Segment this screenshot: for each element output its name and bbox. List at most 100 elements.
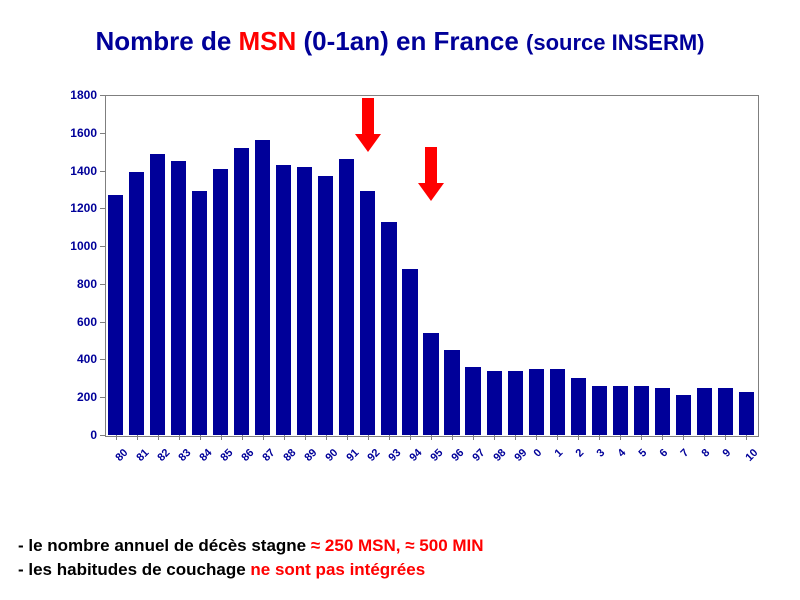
xtick-mark [515, 435, 516, 440]
bar-chart: 020040060080010001200140016001800 808182… [45, 95, 765, 475]
bar [718, 388, 733, 435]
xtick-mark [746, 435, 747, 440]
bar [676, 395, 691, 435]
bar [255, 140, 270, 435]
bar [360, 191, 375, 435]
xtick-label: 82 [155, 447, 172, 464]
xtick-label: 87 [260, 447, 277, 464]
xtick-mark [389, 435, 390, 440]
xtick-mark [473, 435, 474, 440]
xtick-mark [116, 435, 117, 440]
xtick-label: 94 [407, 447, 424, 464]
ytick-mark [100, 359, 105, 360]
xtick-mark [431, 435, 432, 440]
xtick-label: 83 [176, 447, 193, 464]
bar [655, 388, 670, 435]
bar [318, 176, 333, 435]
xtick-mark [158, 435, 159, 440]
xtick-label: 90 [323, 447, 340, 464]
title-mid: (0-1an) en France [296, 26, 526, 56]
footer-line-2: - les habitudes de couchage ne sont pas … [18, 560, 425, 580]
ytick-mark [100, 133, 105, 134]
ytick-mark [100, 208, 105, 209]
down-arrow-icon [418, 147, 444, 201]
xtick-label: 93 [386, 447, 403, 464]
footer-line2-black: - les habitudes de couchage [18, 560, 250, 579]
bar [487, 371, 502, 435]
xtick-label: 5 [637, 447, 650, 460]
footer-line1-black: - le nombre annuel de décès stagne [18, 536, 311, 555]
xtick-mark [641, 435, 642, 440]
bar [129, 172, 144, 435]
xtick-mark [725, 435, 726, 440]
xtick-label: 0 [532, 447, 545, 460]
bar [613, 386, 628, 435]
bar [213, 169, 228, 435]
bar [444, 350, 459, 435]
ytick-label: 1400 [53, 164, 97, 178]
bar [297, 167, 312, 435]
xtick-label: 81 [134, 447, 151, 464]
ytick-label: 600 [53, 315, 97, 329]
xtick-label: 80 [113, 447, 130, 464]
ytick-label: 1600 [53, 126, 97, 140]
ytick-mark [100, 246, 105, 247]
xtick-label: 89 [302, 447, 319, 464]
title-highlight: MSN [239, 26, 297, 56]
xtick-label: 95 [428, 447, 445, 464]
xtick-mark [683, 435, 684, 440]
bar [276, 165, 291, 435]
xtick-label: 6 [658, 447, 671, 460]
ytick-label: 1200 [53, 201, 97, 215]
xtick-label: 91 [344, 447, 361, 464]
xtick-mark [410, 435, 411, 440]
xtick-mark [179, 435, 180, 440]
title-pre: Nombre de [95, 26, 238, 56]
xtick-mark [368, 435, 369, 440]
ytick-label: 800 [53, 277, 97, 291]
xtick-label: 85 [218, 447, 235, 464]
xtick-mark [578, 435, 579, 440]
ytick-mark [100, 95, 105, 96]
bar [697, 388, 712, 435]
xtick-mark [326, 435, 327, 440]
ytick-label: 1800 [53, 88, 97, 102]
xtick-label: 99 [512, 447, 529, 464]
ytick-label: 1000 [53, 239, 97, 253]
ytick-label: 0 [53, 428, 97, 442]
xtick-label: 7 [679, 447, 692, 460]
ytick-mark [100, 322, 105, 323]
xtick-label: 9 [721, 447, 734, 460]
xtick-mark [536, 435, 537, 440]
chart-title: Nombre de MSN (0-1an) en France (source … [0, 26, 800, 57]
bar [634, 386, 649, 435]
xtick-label: 8 [700, 447, 713, 460]
xtick-mark [620, 435, 621, 440]
bar [171, 161, 186, 435]
bar [465, 367, 480, 435]
footer-line-1: - le nombre annuel de décès stagne ≈ 250… [18, 536, 484, 556]
ytick-mark [100, 397, 105, 398]
xtick-mark [557, 435, 558, 440]
bar [108, 195, 123, 435]
bar [571, 378, 586, 435]
bar [234, 148, 249, 435]
xtick-mark [200, 435, 201, 440]
xtick-mark [137, 435, 138, 440]
bar [592, 386, 607, 435]
xtick-mark [242, 435, 243, 440]
bar [529, 369, 544, 435]
bar [192, 191, 207, 435]
ytick-mark [100, 284, 105, 285]
xtick-label: 3 [595, 447, 608, 460]
bar [550, 369, 565, 435]
bar [339, 159, 354, 435]
footer-line2-red: ne sont pas intégrées [250, 560, 425, 579]
xtick-label: 4 [616, 447, 629, 460]
xtick-label: 2 [574, 447, 587, 460]
ytick-mark [100, 435, 105, 436]
xtick-mark [704, 435, 705, 440]
bar [381, 222, 396, 435]
xtick-label: 88 [281, 447, 298, 464]
xtick-mark [305, 435, 306, 440]
